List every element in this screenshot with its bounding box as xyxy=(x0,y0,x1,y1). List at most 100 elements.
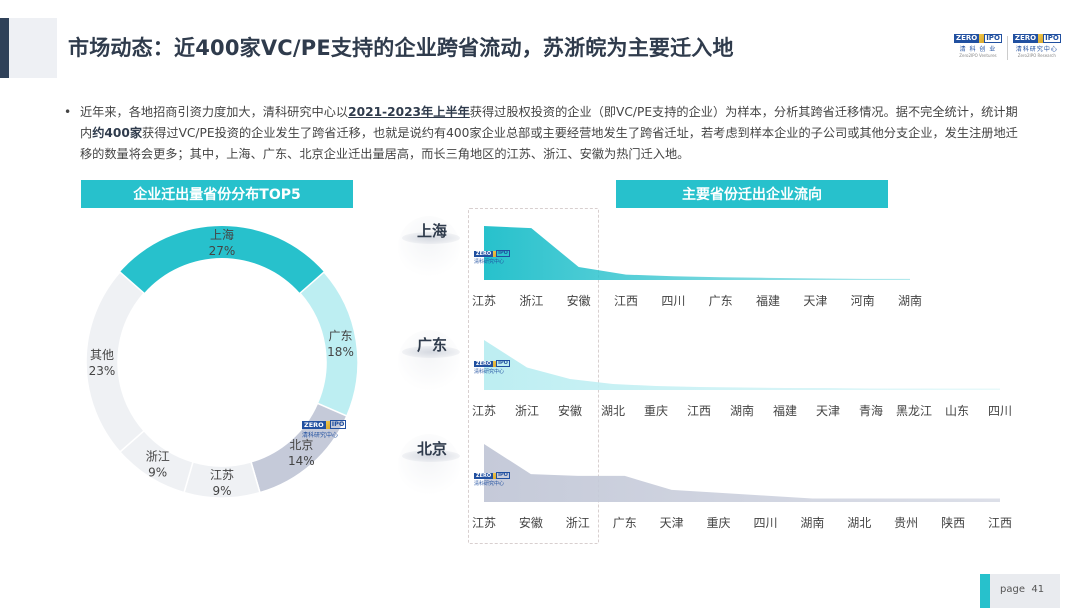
donut-slice-label: 广东 xyxy=(329,329,353,343)
flow-area-上海 xyxy=(484,226,910,280)
region-bubble xyxy=(398,216,460,278)
donut-slice-label: 上海 xyxy=(210,227,234,242)
flow-x-label: 黑龙江 xyxy=(895,404,933,418)
flow-x-label: 江苏 xyxy=(471,404,497,418)
logo-cn-text: 清科研究中心 xyxy=(302,432,339,439)
flow-x-label: 四川 xyxy=(987,404,1013,418)
summary-highlight-count: 约400家 xyxy=(92,126,143,140)
zero2ipo-ventures-logo: ZERO IPO 清 科 创 业 Zero2IPO Ventures xyxy=(954,34,1002,58)
region-label-shadow xyxy=(402,346,460,358)
flow-area-广东 xyxy=(484,340,1000,390)
region-bubble xyxy=(398,434,460,496)
flow-area-chart-0 xyxy=(484,226,910,280)
chart-watermark-logo: ZERO IPO 清科研究中心 xyxy=(474,250,510,265)
page-number-accent xyxy=(980,574,990,608)
flow-chart-title: 主要省份迁出企业流向 xyxy=(616,180,888,208)
logo-mark-right: IPO xyxy=(984,34,1002,43)
title-accent-bg xyxy=(9,18,57,78)
logo-mark-left: ZERO xyxy=(474,360,494,367)
flow-x-label: 重庆 xyxy=(643,404,669,418)
summary-text-part: 获得过VC/PE投资的企业发生了跨省迁移，也就是说约有400家企业总部或主要经营… xyxy=(80,126,1018,161)
logo-cn-text: 清科研究中心 xyxy=(1015,46,1058,53)
flow-x-label: 浙江 xyxy=(519,294,544,308)
donut-slice-value: 27% xyxy=(209,244,236,258)
logo-two-icon xyxy=(493,250,497,257)
summary-text-part: 近年来，各地招商引资力度加大，清科研究中心以 xyxy=(80,105,349,119)
flow-x-label: 浙江 xyxy=(514,404,540,418)
logo-mark-left: ZERO xyxy=(1012,34,1039,43)
donut-slice-value: 9% xyxy=(148,465,167,479)
logo-two-icon xyxy=(1038,34,1044,43)
flow-x-label: 江苏 xyxy=(471,294,497,308)
donut-slice-label: 浙江 xyxy=(146,449,170,463)
donut-slice-value: 9% xyxy=(212,484,231,498)
region-bubble xyxy=(398,330,460,392)
flow-x-label: 江苏 xyxy=(471,516,497,530)
donut-chart: 上海 27% 广东 18% 北京 14% 江苏 9% 浙江 9% 其他 23% xyxy=(85,226,359,499)
flow-area-chart-1 xyxy=(484,340,1000,390)
logo-two-icon xyxy=(493,360,497,367)
region-label-shadow xyxy=(402,232,460,244)
flow-x-label: 湖南 xyxy=(897,294,923,308)
donut-slice-label: 江苏 xyxy=(210,468,234,482)
flow-x-label: 广东 xyxy=(708,294,733,308)
logo-mark-left: ZERO xyxy=(954,34,980,43)
flow-x-label: 重庆 xyxy=(706,516,731,530)
flow-x-label: 江西 xyxy=(987,516,1013,530)
title-accent-bar xyxy=(0,18,9,78)
flow-x-label: 江西 xyxy=(686,404,712,418)
logo-mark-left: ZERO xyxy=(302,420,326,429)
donut-slice-value: 23% xyxy=(89,364,116,378)
flow-x-label: 天津 xyxy=(815,404,841,418)
logo-mark-right: IPO xyxy=(329,420,347,429)
logo-two-icon xyxy=(979,34,985,43)
page-label: page xyxy=(1000,584,1025,595)
logo-mark-left: ZERO xyxy=(474,250,494,257)
donut-watermark-logo: ZERO IPO 清科研究中心 xyxy=(302,420,347,439)
logo-two-icon xyxy=(493,472,497,479)
header-logos: ZERO IPO 清 科 创 业 Zero2IPO Ventures ZERO IP… xyxy=(954,34,1061,60)
donut-slice-5 xyxy=(85,271,146,453)
flow-x-label: 天津 xyxy=(803,294,828,308)
flow-x-label: 山东 xyxy=(944,404,970,418)
summary-paragraph: • 近年来，各地招商引资力度加大，清科研究中心以2021-2023年上半年获得过… xyxy=(64,102,1026,165)
flow-x-label: 福建 xyxy=(755,294,781,308)
donut-slice-label: 北京 xyxy=(289,438,313,452)
logo-mark-right: IPO xyxy=(496,472,510,479)
logo-en-text: Zero2IPO Research xyxy=(1017,53,1056,58)
logo-mark-right: IPO xyxy=(496,250,510,257)
donut-chart-title: 企业迁出量省份分布TOP5 xyxy=(81,180,353,208)
page-title: 市场动态：近400家VC/PE支持的企业跨省流动，苏浙皖为主要迁入地 xyxy=(68,36,734,60)
flow-x-label: 安徽 xyxy=(518,516,543,530)
logo-cn-text: 清科研究中心 xyxy=(474,481,505,487)
donut-slice-value: 14% xyxy=(288,454,315,468)
flow-x-label: 安徽 xyxy=(557,404,583,418)
logo-divider xyxy=(1006,36,1008,60)
flow-x-label: 四川 xyxy=(753,516,778,530)
flow-x-label: 安徽 xyxy=(566,294,591,308)
logo-two-icon xyxy=(325,420,330,429)
logo-cn-text: 清 科 创 业 xyxy=(959,46,997,53)
flow-x-label: 湖南 xyxy=(729,404,755,418)
flow-x-label: 江西 xyxy=(613,294,639,308)
summary-text: 近年来，各地招商引资力度加大，清科研究中心以2021-2023年上半年获得过股权… xyxy=(80,102,1026,165)
logo-cn-text: 清科研究中心 xyxy=(474,259,505,265)
flow-x-label: 青海 xyxy=(858,404,884,418)
flow-x-label: 陕西 xyxy=(941,516,966,530)
page-number-value: 41 xyxy=(1031,584,1045,595)
bullet-icon: • xyxy=(64,105,72,119)
summary-text-part: 获得过股权投资的企业（即VC/PE支持的企业）为样本，分析其跨省迁移情况。据不完… xyxy=(80,105,1018,140)
logo-cn-text: 清科研究中心 xyxy=(474,369,505,375)
flow-x-label: 浙江 xyxy=(565,516,590,530)
flow-x-label: 湖南 xyxy=(800,516,825,530)
region-label: 上海 xyxy=(416,222,447,240)
logo-mark-left: ZERO xyxy=(474,472,494,479)
region-label-shadow xyxy=(402,450,460,462)
donut-slice-label: 其他 xyxy=(90,348,114,362)
page-number: page 41 xyxy=(1000,584,1044,595)
flow-x-label: 湖北 xyxy=(847,516,872,530)
logo-en-text: Zero2IPO Ventures xyxy=(959,53,997,58)
flow-x-label: 湖北 xyxy=(600,404,626,418)
logo-mark-right: IPO xyxy=(1043,34,1061,43)
zero2ipo-research-logo: ZERO IPO 清科研究中心 Zero2IPO Research xyxy=(1012,34,1061,58)
